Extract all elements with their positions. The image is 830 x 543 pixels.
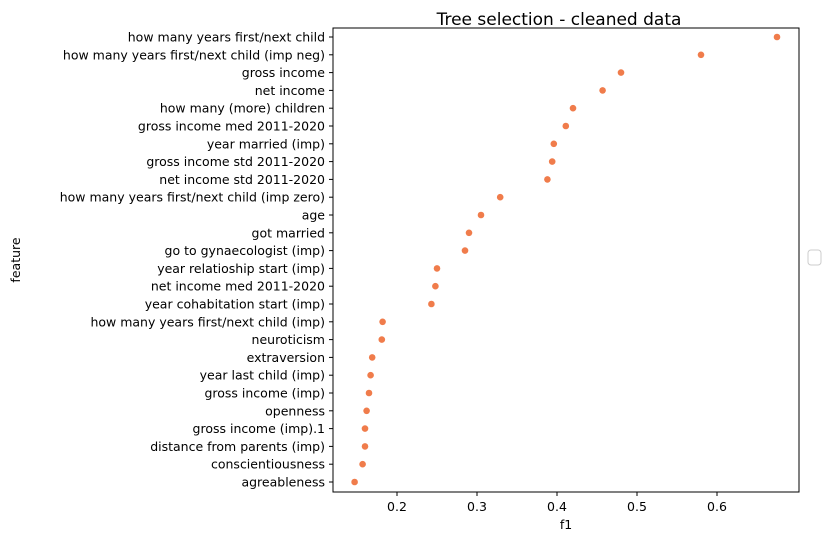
y-tick-label: net income std 2011-2020	[159, 172, 325, 187]
y-tick-label: age	[302, 208, 326, 223]
y-axis: how many years first/next child how many …	[60, 30, 333, 490]
y-tick-label: year last child (imp)	[200, 368, 325, 383]
data-point	[351, 478, 358, 486]
data-point	[433, 265, 441, 272]
y-tick-label: gross income (imp).1	[193, 421, 325, 436]
data-point	[465, 229, 473, 237]
y-tick-label: year relatioship start (imp)	[157, 261, 325, 276]
y-tick-label: openness	[265, 403, 325, 418]
x-tick-label: 0.2	[387, 499, 407, 514]
data-point	[361, 443, 369, 450]
y-tick-label: neuroticism	[252, 332, 325, 347]
data-point	[378, 336, 386, 343]
y-tick-label: how many years first/next child (imp)	[90, 314, 325, 329]
chart-title: Tree selection - cleaned data	[436, 10, 682, 30]
data-point	[544, 176, 551, 183]
data-point	[428, 300, 435, 308]
data-point	[432, 282, 439, 290]
y-tick-label: how many years first/next child (imp neg…	[63, 47, 325, 62]
x-tick-label: 0.6	[707, 499, 727, 514]
data-point	[599, 87, 606, 94]
y-tick-label: gross income (imp)	[204, 386, 325, 401]
y-tick-label: how many years first/next child	[128, 30, 325, 45]
data-point	[496, 193, 504, 201]
y-tick-label: gross income	[242, 65, 326, 80]
y-tick-label: how many (more) children	[160, 101, 325, 116]
y-tick-label: conscientiousness	[211, 457, 325, 472]
data-point	[550, 140, 558, 148]
data-point	[368, 354, 376, 361]
data-point	[617, 69, 625, 76]
data-point	[363, 407, 370, 415]
y-tick-label: gross income std 2011-2020	[146, 154, 325, 169]
y-tick-label: extraversion	[247, 350, 325, 365]
y-tick-label: gross income med 2011-2020	[138, 119, 325, 134]
plot-frame	[332, 27, 800, 493]
data-point	[773, 33, 781, 41]
data-point	[569, 104, 577, 112]
x-tick-label: 0.3	[467, 499, 487, 514]
plot-area	[351, 33, 781, 486]
y-axis-label: feature	[8, 237, 23, 282]
data-point	[367, 371, 374, 379]
y-tick-label: net income med 2011-2020	[151, 279, 325, 294]
y-tick-label: agreableness	[241, 475, 325, 490]
y-tick-label: net income	[255, 83, 326, 98]
data-point	[461, 247, 469, 254]
data-point	[562, 122, 570, 130]
legend-box	[807, 249, 822, 266]
y-tick-label: got married	[252, 225, 325, 240]
x-axis-label: f1	[560, 517, 572, 532]
x-tick-label: 0.4	[547, 499, 567, 514]
data-point	[361, 425, 369, 432]
data-point	[697, 51, 705, 59]
data-point	[365, 389, 373, 397]
data-point	[548, 158, 556, 165]
data-point	[379, 318, 386, 326]
y-tick-label: go to gynaecologist (imp)	[165, 243, 325, 258]
x-tick-label: 0.5	[627, 499, 647, 514]
y-tick-label: distance from parents (imp)	[150, 439, 325, 454]
y-tick-label: year cohabitation start (imp)	[145, 297, 325, 312]
y-tick-label: how many years first/next child (imp zer…	[60, 190, 325, 205]
data-point	[477, 211, 485, 219]
y-tick-label: year married (imp)	[207, 136, 325, 151]
data-point	[359, 460, 366, 468]
x-axis: 0.2 0.3 0.4 0.5 0.6	[387, 492, 727, 514]
